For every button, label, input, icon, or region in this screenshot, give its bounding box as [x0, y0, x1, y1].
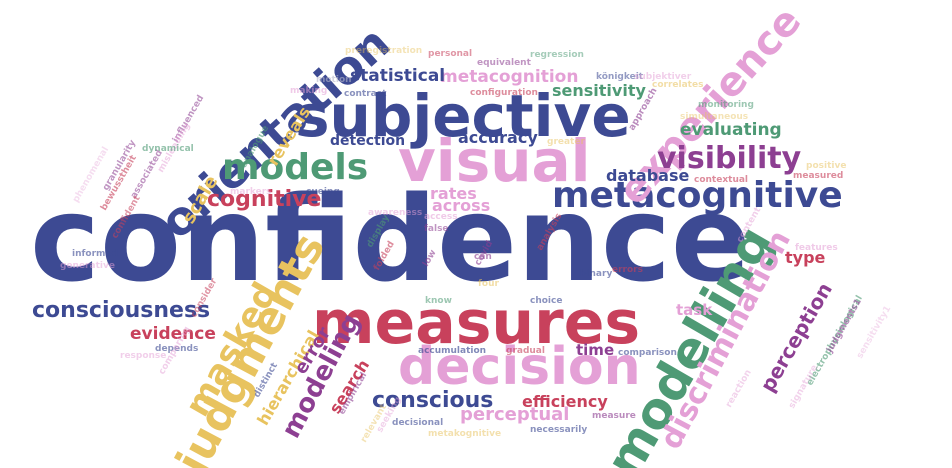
word-contextual: contextual — [694, 175, 749, 185]
word-monitoring: monitoring — [698, 100, 754, 110]
word-binary: binary — [580, 269, 613, 279]
word-evaluating: evaluating — [680, 120, 782, 140]
word-configuration: configuration — [470, 88, 538, 98]
word-visibility: visibility — [657, 141, 802, 176]
word-measured: measured — [793, 171, 844, 181]
word-correlates: correlates — [652, 80, 704, 90]
word-database: database — [606, 166, 690, 185]
word-awareness: awareness — [368, 208, 423, 218]
word-accumulation: accumulation — [418, 346, 487, 356]
word-time: time — [576, 341, 615, 359]
word-informed: informed — [72, 249, 118, 259]
word-comparison: comparison — [618, 348, 677, 358]
word-confidence: confidence — [30, 170, 751, 308]
word-measure: measure — [592, 411, 636, 421]
word-errors: errors — [612, 265, 643, 275]
word-markers: markers — [230, 187, 272, 197]
word-efficiency: efficiency — [522, 392, 608, 411]
word-perception: perception — [755, 278, 837, 396]
word-evidence: evidence — [130, 324, 216, 344]
word-type: type — [785, 248, 826, 267]
word-metacognition: metacognition — [440, 67, 579, 87]
word-cognitive: cognitive — [207, 187, 322, 212]
word-metacognitive: metacognitive — [552, 175, 843, 216]
word-response: response — [120, 351, 167, 361]
word-can: can — [474, 252, 492, 262]
word-equivalent: equivalent — [477, 58, 531, 68]
word-models: models — [222, 147, 369, 188]
word-choice: choice — [530, 296, 563, 306]
word-making: making — [290, 86, 328, 96]
word-motion: motion — [316, 75, 352, 85]
word-personal: personal — [428, 49, 473, 59]
word-subjective: subjective — [295, 82, 631, 150]
word-konigkeit: königkeit — [596, 72, 644, 82]
word-metakognitive: metakognitive — [428, 429, 502, 439]
word-four: four — [478, 279, 499, 289]
word-measures: measures — [312, 288, 641, 358]
word-contrast: contrast — [344, 89, 387, 99]
word-task: task — [676, 301, 713, 319]
word-features: features — [795, 243, 838, 253]
word-reaction: reaction — [724, 368, 754, 410]
word-generative: generative — [60, 261, 115, 271]
word-depends: depends — [155, 344, 199, 354]
word-cueing: cueing — [306, 187, 340, 197]
word-conscious: conscious — [372, 388, 494, 413]
word-signature: signature — [787, 363, 821, 411]
word-detection: detection — [330, 133, 406, 149]
word-regression: regression — [530, 50, 584, 60]
word-statistical: statistical — [350, 66, 446, 86]
word-decisional: decisional — [392, 418, 444, 428]
word-know: know — [425, 296, 452, 306]
word-positive: positive — [806, 161, 847, 171]
word-preregistration: preregistration — [345, 46, 423, 56]
word-false: false — [424, 224, 449, 234]
word-visual: visual — [398, 127, 591, 195]
word-gradual: gradual — [506, 346, 545, 356]
word-dynamical: dynamical — [142, 144, 194, 154]
word-subjektiver: subjektiver — [634, 72, 692, 82]
word-consciousness: consciousness — [32, 298, 211, 323]
word-greater: greater — [547, 137, 585, 147]
word-sensitivity1: sensitivity1 — [855, 304, 894, 361]
word-simultaneous: simultaneous — [680, 112, 749, 122]
word-perceptual: perceptual — [460, 404, 570, 425]
word-judgments1: judgments1 — [825, 297, 864, 355]
word-access: access — [424, 212, 458, 222]
word-rates: rates — [430, 184, 477, 203]
word-sensitivity: sensitivity — [552, 81, 646, 100]
word-necessarily: necessarily — [530, 425, 588, 435]
word-across: across — [432, 196, 491, 215]
word-decision: decision — [398, 337, 641, 397]
word-accuracy: accuracy — [458, 128, 538, 147]
